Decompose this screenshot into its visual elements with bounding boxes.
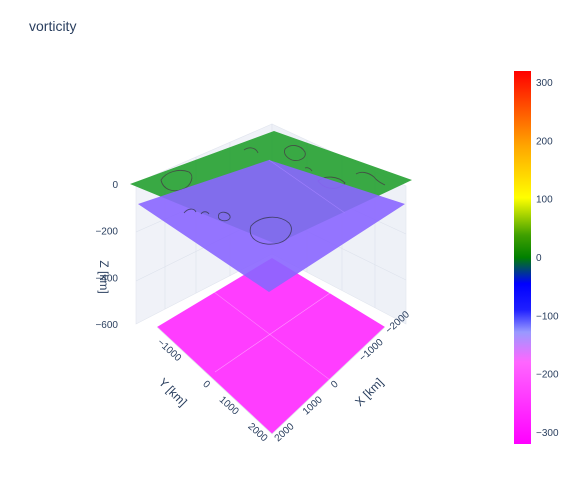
colorbar-tick-label: 300 (536, 78, 553, 89)
z-tick-label: 0 (112, 180, 118, 191)
colorbar-tick-label: 0 (536, 253, 542, 264)
colorbar-tick-label: −200 (536, 370, 559, 381)
colorbar-tick-label: −300 (536, 428, 559, 439)
z-tick-label: −600 (95, 320, 118, 331)
z-tick-label: −200 (95, 227, 118, 238)
y-axis-title: Y [km] (156, 375, 190, 409)
x-axis-title: X [km] (352, 375, 386, 409)
colorbar-tick-label: −100 (536, 311, 559, 322)
z-axis-title: Z [km] (97, 260, 111, 293)
colorbar (514, 71, 531, 444)
x-tick-label: 0 (329, 379, 341, 391)
y-tick-label: 0 (200, 379, 212, 391)
surface-layer-z-minus-100[interactable] (138, 159, 405, 292)
colorbar-tick-label: 200 (536, 136, 553, 147)
surface-layer-z-minus-600[interactable] (157, 258, 385, 434)
colorbar-tick-label: 100 (536, 195, 553, 206)
z-tick-label: −400 (95, 273, 118, 284)
axis-lines (156, 326, 386, 435)
chart-title: vorticity (29, 18, 77, 34)
